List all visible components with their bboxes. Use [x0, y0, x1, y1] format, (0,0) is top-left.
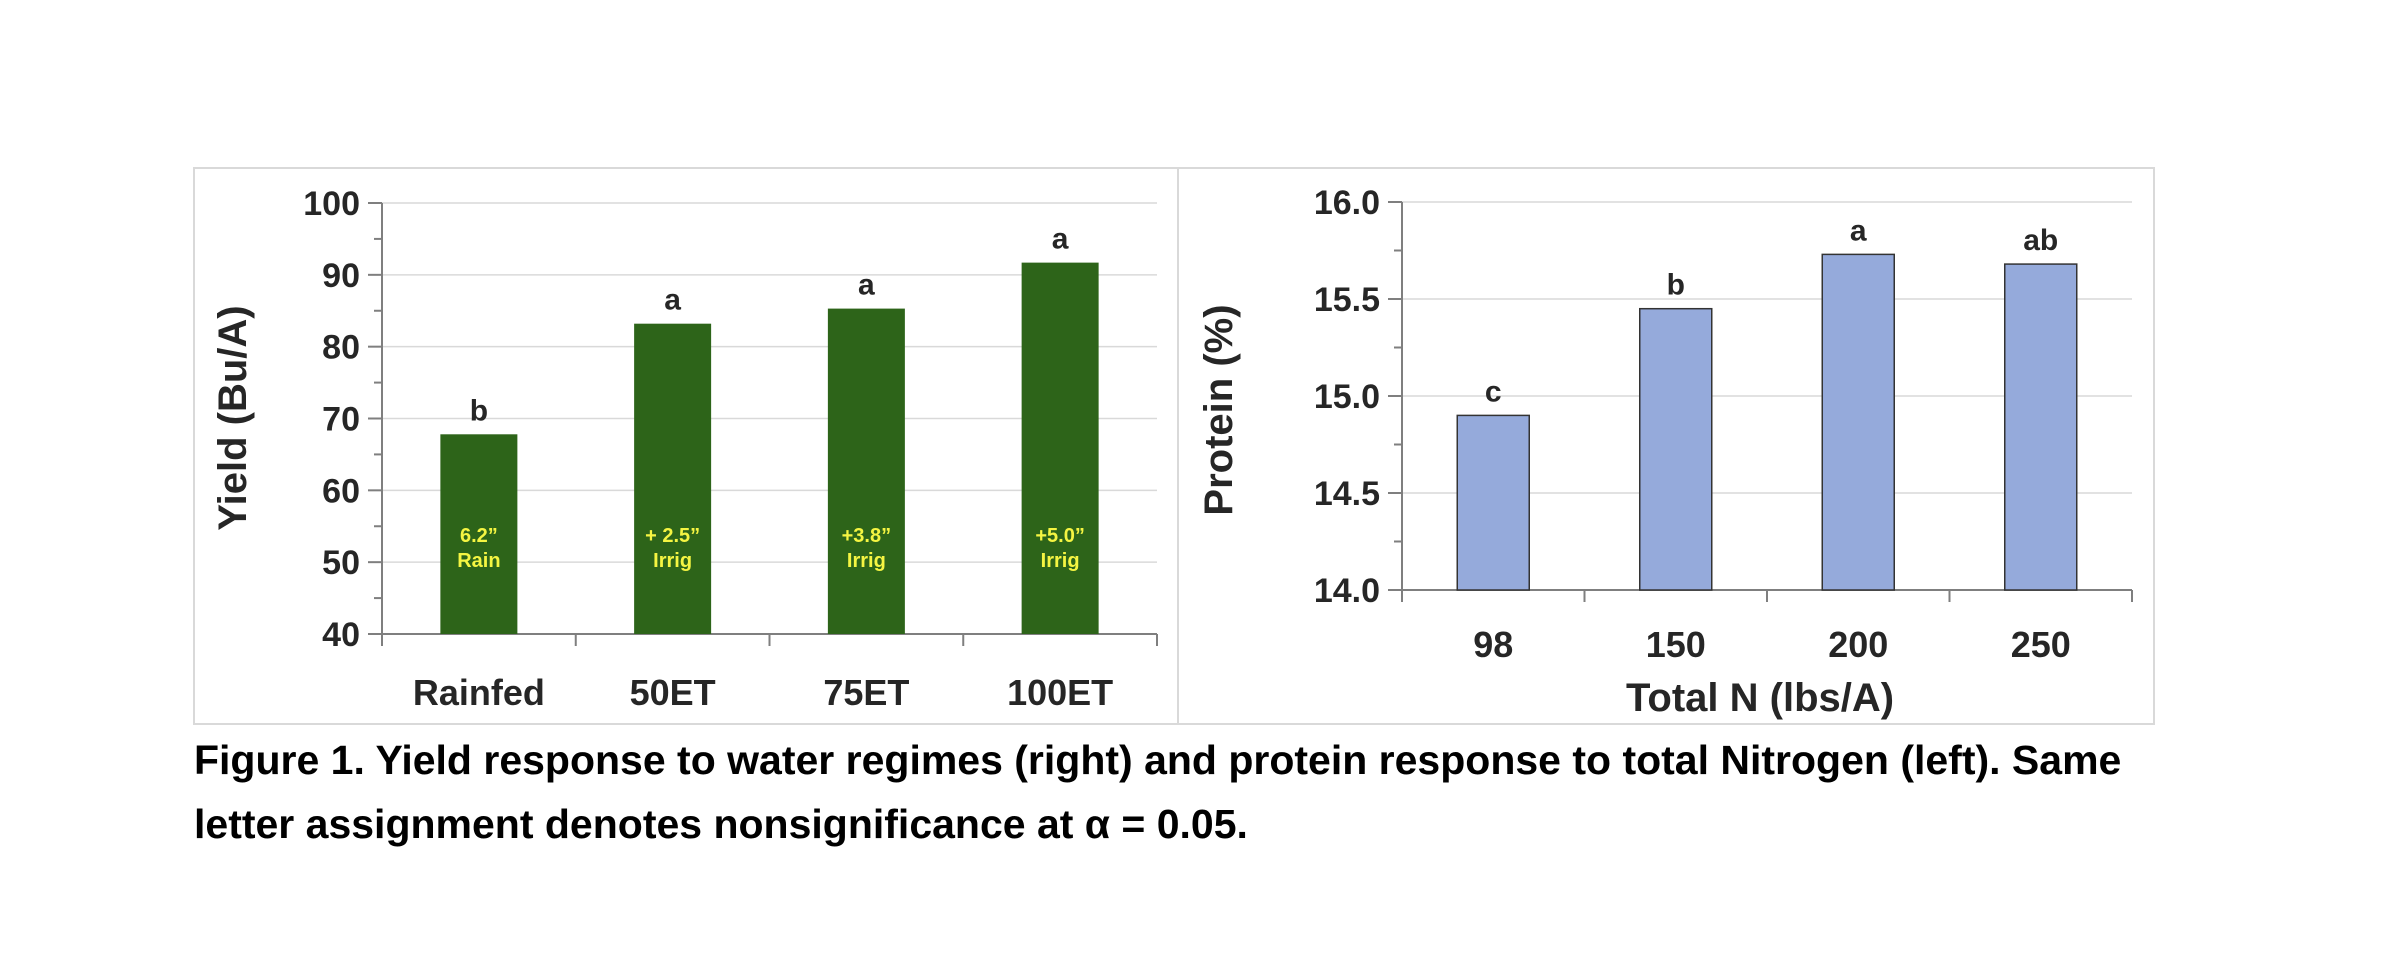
chart-frame	[1177, 167, 2155, 725]
significance-letter: c	[1485, 375, 1502, 408]
bar-inner-label: Irrig	[847, 550, 886, 572]
y-tick-label: 50	[322, 544, 360, 582]
bar	[827, 308, 905, 634]
x-tick-label: 100ET	[1007, 672, 1113, 713]
significance-letter: b	[1667, 269, 1685, 302]
y-tick-label: 80	[322, 329, 360, 367]
x-tick-label: 250	[2011, 624, 2071, 665]
significance-letter: a	[664, 284, 681, 317]
bar-inner-label: +5.0”	[1035, 525, 1084, 547]
x-tick-label: 150	[1646, 624, 1706, 665]
y-tick-label: 15.5	[1314, 281, 1380, 319]
bar-inner-label: Irrig	[653, 550, 692, 572]
y-tick-label: 15.0	[1314, 378, 1380, 416]
y-tick-label: 14.0	[1314, 572, 1380, 610]
bar-inner-label: Irrig	[1041, 550, 1080, 572]
y-tick-label: 60	[322, 472, 360, 510]
bar	[1821, 253, 1895, 591]
y-tick-label: 90	[322, 257, 360, 295]
significance-letter: a	[1052, 223, 1069, 256]
significance-letter: a	[1850, 214, 1867, 247]
protein-chart: 14.0 14.5 15.0 15.5 16.0 c 98 b 150 a 200 ab 250 Prot…	[1177, 167, 2155, 725]
caption-line-2: letter assignment denotes nonsignificanc…	[194, 801, 1248, 847]
x-tick-label: 98	[1473, 624, 1513, 665]
y-axis-title: Yield (Bu/A)	[211, 305, 255, 530]
bar	[1639, 307, 1713, 591]
y-tick-label: 70	[322, 401, 360, 439]
caption-line-1: Figure 1. Yield response to water regime…	[194, 737, 2122, 783]
y-tick-label: 40	[322, 616, 360, 654]
bar	[2004, 263, 2078, 591]
y-tick-label: 16.0	[1314, 184, 1380, 222]
y-axis-title: Protein (%)	[1197, 304, 1241, 515]
x-tick-label: 200	[1828, 624, 1888, 665]
x-tick-label: 50ET	[630, 672, 716, 713]
y-tick-label: 100	[303, 185, 360, 223]
y-tick-label: 14.5	[1314, 475, 1380, 513]
x-axis-title: Total N (lbs/A)	[1626, 676, 1894, 720]
bar	[1456, 414, 1530, 591]
x-tick-label: Rainfed	[413, 672, 545, 713]
x-tick-label: 75ET	[823, 672, 909, 713]
bar-inner-label: +3.8”	[842, 525, 891, 547]
significance-letter: ab	[2023, 224, 2058, 257]
yield-chart: 40 50 60 70 80 90 100 b 6.2” Rain Rainfed a + 2.5” Ir…	[193, 167, 1179, 725]
significance-letter: b	[470, 394, 488, 427]
bar-inner-label: + 2.5”	[645, 525, 700, 547]
bar	[634, 323, 712, 634]
figure-caption: Figure 1. Yield response to water regime…	[194, 728, 2194, 856]
bar-inner-label: 6.2”	[460, 525, 498, 547]
bar	[1021, 262, 1099, 634]
bar-inner-label: Rain	[457, 550, 500, 572]
significance-letter: a	[858, 269, 875, 302]
bar	[440, 434, 518, 634]
